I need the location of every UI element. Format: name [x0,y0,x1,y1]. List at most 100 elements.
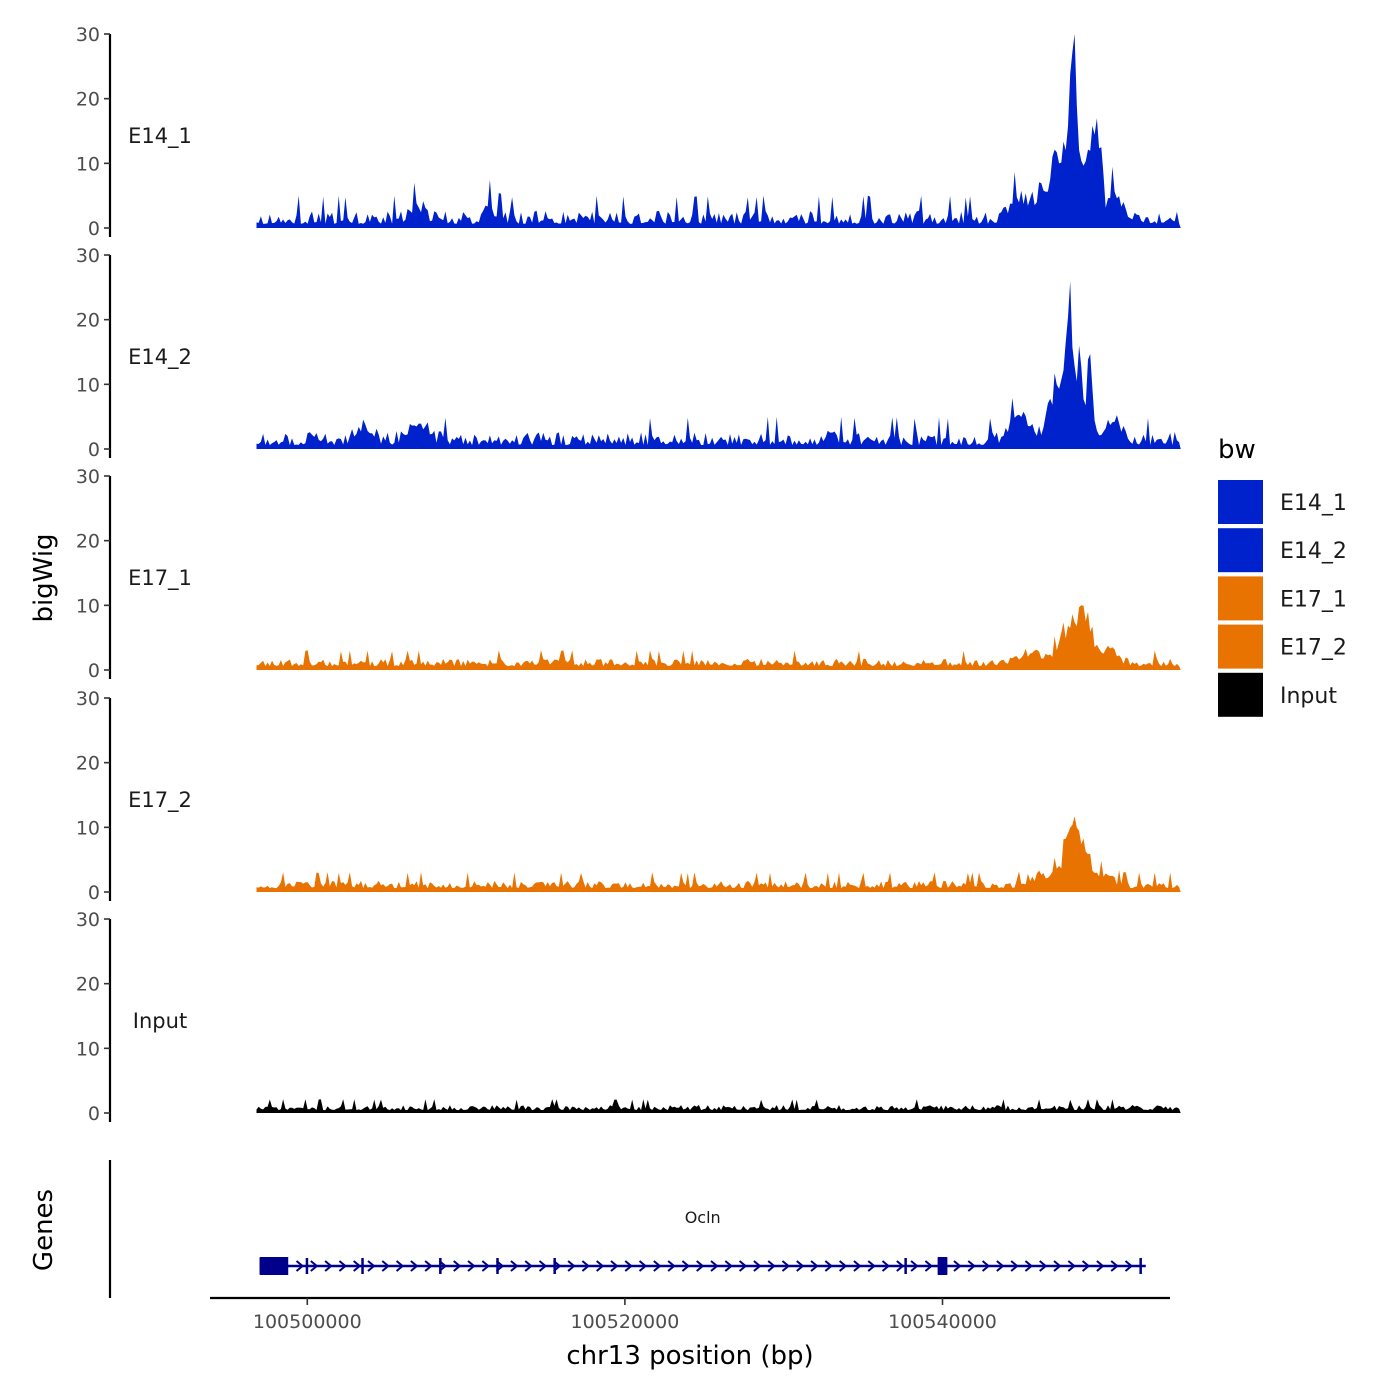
strand-arrow [1067,1260,1076,1272]
strand-arrow [295,1260,305,1272]
panel-label: E14_2 [128,345,192,370]
strand-arrow [567,1260,576,1272]
strand-arrow [1096,1260,1105,1272]
strand-arrow [410,1260,419,1272]
strand-arrow [653,1260,662,1272]
strand-arrow [538,1260,548,1272]
legend-swatch [1218,624,1263,669]
y-tick-label: 10 [76,1038,100,1060]
strand-arrow [738,1260,748,1272]
y-tick-label: 20 [76,531,100,553]
gene-name-label: Ocln [685,1208,721,1227]
signal-area [256,816,1181,892]
legend-swatch [1218,480,1263,524]
track-panel-input: 0 10 20 30 Input [76,909,1181,1125]
strand-arrow [824,1260,833,1272]
strand-arrow [753,1260,762,1272]
strand-arrow [624,1260,633,1272]
strand-arrow [667,1260,676,1272]
y-tick-label: 30 [76,24,100,46]
y-tick-label: 10 [76,595,100,617]
gene-ocln: Ocln [259,1208,1146,1275]
y-tick-label: 30 [76,909,100,931]
x-axis: 100500000 100520000 100540000 [210,1296,1170,1333]
y-tick-label: 0 [88,660,100,682]
strand-arrow [1053,1260,1062,1272]
strand-arrow [424,1260,433,1272]
strand-arrow [367,1260,376,1272]
y-tick-label: 20 [76,974,100,996]
strand-arrow [310,1260,319,1272]
track-panel-e17-1: 0 10 20 30 E17_1 [76,466,1181,682]
exon [439,1258,442,1274]
genes-axis-title: Genes [29,1189,59,1271]
strand-arrow [381,1260,390,1272]
exon [553,1258,556,1274]
coding-exon [937,1257,948,1275]
track-panel-e14-1: 0 10 20 30 E14_1 [76,24,1181,240]
y-tick-label: 10 [76,817,100,839]
strand-arrow [981,1260,991,1272]
legend-swatch [1218,528,1263,573]
panel-label: E17_2 [128,788,192,813]
strand-arrow [810,1260,819,1272]
legend-swatch [1218,576,1263,621]
exon [361,1258,364,1274]
legend-title: bw [1218,435,1256,465]
legend: bw E14_1 E14_2 E17_1 E17_2 Input [1218,435,1347,717]
strand-arrow [796,1260,805,1272]
x-axis-title: chr13 position (bp) [566,1341,813,1371]
strand-arrow [596,1260,605,1272]
strand-arrow [353,1260,362,1272]
y-tick-label: 30 [76,245,100,267]
strand-arrow [896,1260,905,1272]
legend-label: E14_1 [1280,491,1347,516]
legend-swatch [1218,672,1263,717]
strand-arrow [1081,1260,1091,1272]
signal-area [256,281,1181,449]
strand-arrow [1124,1260,1134,1272]
strand-arrow [1039,1260,1048,1272]
y-axis-title: bigWig [29,533,59,622]
y-tick-label: 30 [76,688,100,710]
strand-arrow [881,1260,891,1272]
strand-arrow [581,1260,590,1272]
strand-arrow [924,1260,933,1272]
y-tick-label: 0 [88,882,100,904]
signal-area [256,34,1181,228]
x-tick-label: 100500000 [253,1311,362,1333]
legend-label: E17_2 [1280,636,1347,661]
legend-label: E17_1 [1280,587,1347,612]
y-tick-label: 10 [76,374,100,396]
panel-label: E14_1 [128,124,192,149]
track-panel-e17-2: 0 10 20 30 E17_2 [76,688,1181,904]
y-tick-label: 30 [76,466,100,488]
strand-arrow [996,1260,1005,1272]
strand-arrow [1110,1260,1119,1272]
strand-arrow [395,1260,405,1272]
strand-arrow [967,1260,976,1272]
exon [904,1258,907,1274]
strand-arrow [710,1260,719,1272]
signal-area [256,605,1181,670]
strand-arrow [610,1260,619,1272]
strand-arrow [953,1260,962,1272]
y-tick-label: 10 [76,153,100,175]
strand-arrow [1010,1260,1019,1272]
strand-arrow [481,1260,490,1272]
signal-area [256,1099,1181,1113]
y-tick-label: 0 [88,1103,100,1125]
strand-arrow [467,1260,476,1272]
panel-label: Input [133,1009,187,1033]
x-tick-label: 100520000 [570,1311,679,1333]
strand-arrow [696,1260,705,1272]
strand-arrow [767,1260,776,1272]
strand-arrow [510,1260,519,1272]
y-tick-label: 20 [76,310,100,332]
coding-exon [259,1257,289,1275]
panel-label: E17_1 [128,566,192,591]
track-panel-e14-2: 0 10 20 30 E14_2 [76,245,1181,461]
gene-track: Ocln [108,1160,1146,1298]
